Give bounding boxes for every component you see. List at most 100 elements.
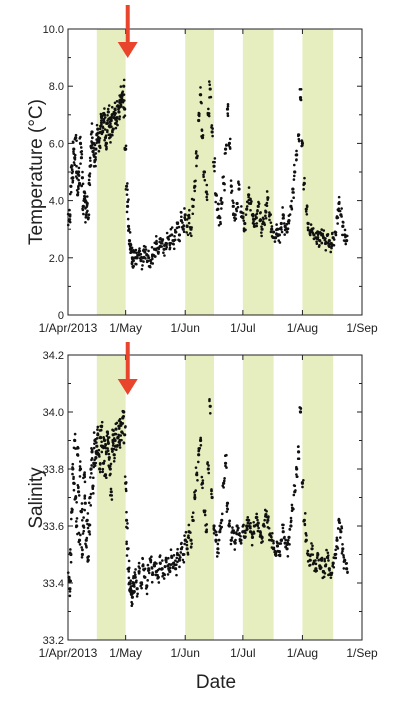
temperature-data-point: [264, 217, 268, 220]
salinity-data-point: [303, 522, 307, 526]
temperature-data-point: [94, 158, 97, 161]
temperature-data-point: [328, 245, 331, 249]
salinity-data-point: [75, 500, 78, 504]
temperature-data-point: [201, 134, 205, 137]
salinity-data-point: [146, 579, 149, 582]
salinity-data-point: [92, 431, 96, 434]
salinity-data-point: [113, 456, 116, 460]
salinity-data-point: [80, 518, 84, 522]
salinity-data-point: [127, 576, 131, 580]
temperature-data-point: [249, 208, 252, 212]
temperature-data-point: [221, 201, 224, 204]
salinity-data-point: [281, 526, 285, 530]
temperature-data-point: [79, 142, 82, 146]
salinity-data-point: [260, 537, 264, 540]
salinity-data-point: [82, 516, 85, 519]
salinity-data-point: [328, 569, 331, 572]
salinity-data-point: [249, 521, 252, 525]
temperature-data-point: [337, 195, 341, 199]
temperature-data-point: [117, 110, 121, 114]
salinity-data-point: [238, 539, 242, 543]
temperature-data-point: [162, 247, 166, 251]
temperature-data-point: [185, 224, 189, 227]
temperature-data-point: [165, 231, 169, 235]
temperature-data-point: [74, 133, 78, 137]
salinity-data-point: [117, 427, 121, 430]
salinity-data-point: [89, 476, 92, 479]
temperature-data-point: [118, 115, 122, 118]
salinity-data-point: [132, 583, 136, 586]
temperature-y-tick-label: 2.0: [49, 253, 64, 265]
salinity-data-point: [87, 501, 91, 505]
salinity-data-point: [168, 566, 172, 570]
temperature-data-point: [251, 215, 255, 218]
salinity-data-point: [131, 580, 135, 584]
salinity-data-point: [130, 595, 134, 599]
temperature-data-point: [80, 176, 85, 180]
temperature-data-point: [77, 187, 80, 190]
salinity-x-tick-label: 1/May: [109, 646, 142, 660]
salinity-data-point: [146, 569, 150, 572]
temperature-data-point: [106, 130, 109, 134]
salinity-data-point: [276, 545, 279, 548]
salinity-x-tick-label: 1/Sep: [346, 646, 378, 660]
salinity-data-point: [220, 525, 224, 529]
temperature-data-point: [131, 259, 135, 263]
salinity-data-point: [92, 446, 96, 450]
salinity-data-point: [323, 559, 327, 563]
temperature-data-point: [279, 221, 283, 226]
salinity-data-point: [77, 540, 81, 544]
salinity-data-point: [203, 513, 207, 517]
temperature-data-point: [182, 230, 186, 234]
salinity-data-point: [176, 547, 179, 551]
temperature-x-tick-label: 1/Sep: [346, 321, 378, 335]
salinity-data-point: [191, 511, 195, 515]
salinity-data-point: [151, 571, 154, 574]
salinity-data-point: [206, 461, 209, 464]
salinity-data-point: [271, 531, 274, 535]
temperature-data-point: [106, 113, 109, 117]
salinity-data-point: [89, 504, 93, 507]
temperature-data-point: [89, 132, 93, 136]
temperature-data-point: [119, 102, 122, 106]
salinity-data-point: [341, 547, 345, 551]
temperature-data-point: [124, 187, 128, 191]
salinity-data-point: [225, 504, 229, 507]
salinity-data-point: [88, 496, 91, 500]
salinity-data-point: [195, 471, 199, 475]
salinity-data-point: [80, 555, 84, 559]
temperature-data-point: [271, 236, 275, 239]
salinity-data-point: [296, 450, 301, 454]
salinity-data-point: [140, 586, 143, 590]
temperature-data-point: [103, 120, 106, 124]
salinity-data-point: [127, 566, 131, 570]
salinity-data-point: [182, 560, 186, 564]
salinity-data-point: [235, 531, 238, 534]
temperature-data-point: [156, 246, 159, 250]
salinity-data-point: [158, 567, 161, 571]
temperature-data-point: [98, 146, 102, 150]
temperature-data-point: [78, 183, 81, 186]
salinity-data-point: [314, 562, 318, 566]
temperature-data-point: [139, 252, 143, 256]
salinity-data-point: [232, 531, 236, 535]
temperature-data-point: [318, 239, 322, 243]
salinity-data-point: [71, 462, 75, 466]
temperature-data-point: [211, 127, 214, 130]
temperature-data-point: [215, 208, 219, 212]
salinity-data-point: [96, 432, 100, 435]
temperature-data-point: [124, 144, 128, 148]
salinity-data-point: [229, 538, 233, 542]
temperature-data-point: [202, 170, 206, 174]
temperature-data-point: [78, 137, 82, 140]
salinity-data-point: [323, 571, 327, 575]
salinity-data-point: [138, 567, 141, 570]
temperature-data-point: [83, 195, 87, 198]
temperature-event-arrow: [117, 5, 138, 58]
temperature-data-point: [227, 144, 231, 147]
salinity-data-point: [111, 444, 115, 447]
salinity-panel: 33.2 33.4 33.6 33.8 34.0 34.2 1/Apr/2013 1/May…: [26, 342, 378, 660]
temperature-data-point: [210, 130, 214, 134]
temperature-data-point: [336, 222, 339, 225]
temperature-data-point: [219, 196, 223, 200]
